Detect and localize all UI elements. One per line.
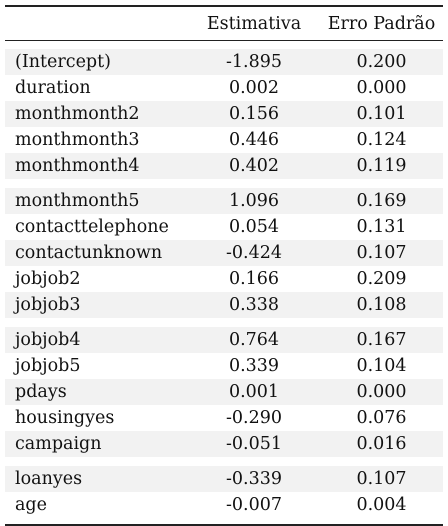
table-row: jobjob5 0.339 0.104	[5, 353, 443, 379]
std-error-cell: 0.167	[320, 330, 443, 350]
estimate-cell: 0.402	[188, 156, 320, 176]
term-cell: age	[5, 495, 188, 515]
header-std-error: Erro Padrão	[320, 14, 443, 34]
term-cell: (Intercept)	[5, 52, 188, 72]
std-error-cell: 0.169	[320, 191, 443, 211]
std-error-cell: 0.104	[320, 356, 443, 376]
estimate-cell: 0.002	[188, 78, 320, 98]
estimate-cell: -0.051	[188, 434, 320, 454]
std-error-cell: 0.119	[320, 156, 443, 176]
table-row: jobjob3 0.338 0.108	[5, 292, 443, 318]
std-error-cell: 0.131	[320, 217, 443, 237]
table-body: (Intercept) -1.895 0.200 duration 0.002 0.000…	[5, 49, 443, 518]
term-cell: housingyes	[5, 408, 188, 428]
std-error-cell: 0.000	[320, 382, 443, 402]
term-cell: monthmonth5	[5, 191, 188, 211]
std-error-cell: 0.016	[320, 434, 443, 454]
table-row: jobjob2 0.166 0.209	[5, 266, 443, 292]
group-gap	[5, 318, 443, 327]
term-cell: jobjob2	[5, 269, 188, 289]
std-error-cell: 0.108	[320, 295, 443, 315]
estimate-cell: -0.007	[188, 495, 320, 515]
term-cell: jobjob4	[5, 330, 188, 350]
estimate-cell: 0.339	[188, 356, 320, 376]
table-row: monthmonth2 0.156 0.101	[5, 101, 443, 127]
estimate-cell: 0.001	[188, 382, 320, 402]
term-cell: loanyes	[5, 469, 188, 489]
table-row: pdays 0.001 0.000	[5, 379, 443, 405]
estimate-cell: 0.764	[188, 330, 320, 350]
regression-table: Estimativa Erro Padrão (Intercept) -1.895…	[5, 5, 443, 526]
table-row: monthmonth5 1.096 0.169	[5, 188, 443, 214]
std-error-cell: 0.076	[320, 408, 443, 428]
std-error-cell: 0.101	[320, 104, 443, 124]
estimate-cell: 0.166	[188, 269, 320, 289]
table-row: contactunknown -0.424 0.107	[5, 240, 443, 266]
std-error-cell: 0.124	[320, 130, 443, 150]
estimate-cell: 0.156	[188, 104, 320, 124]
term-cell: contactunknown	[5, 243, 188, 263]
table-row: contacttelephone 0.054 0.131	[5, 214, 443, 240]
table-row: (Intercept) -1.895 0.200	[5, 49, 443, 75]
table-row: monthmonth4 0.402 0.119	[5, 153, 443, 179]
estimate-cell: 0.446	[188, 130, 320, 150]
term-cell: jobjob3	[5, 295, 188, 315]
estimate-cell: 1.096	[188, 191, 320, 211]
term-cell: jobjob5	[5, 356, 188, 376]
term-cell: monthmonth3	[5, 130, 188, 150]
std-error-cell: 0.200	[320, 52, 443, 72]
std-error-cell: 0.000	[320, 78, 443, 98]
estimate-cell: -1.895	[188, 52, 320, 72]
term-cell: campaign	[5, 434, 188, 454]
estimate-cell: -0.424	[188, 243, 320, 263]
term-cell: duration	[5, 78, 188, 98]
group-gap	[5, 457, 443, 466]
table-row: campaign -0.051 0.016	[5, 431, 443, 457]
table-row: monthmonth3 0.446 0.124	[5, 127, 443, 153]
estimate-cell: 0.338	[188, 295, 320, 315]
std-error-cell: 0.004	[320, 495, 443, 515]
term-cell: monthmonth2	[5, 104, 188, 124]
table-row: duration 0.002 0.000	[5, 75, 443, 101]
group-gap	[5, 179, 443, 188]
estimate-cell: -0.290	[188, 408, 320, 428]
term-cell: pdays	[5, 382, 188, 402]
estimate-cell: 0.054	[188, 217, 320, 237]
table-row: age -0.007 0.004	[5, 492, 443, 518]
term-cell: contacttelephone	[5, 217, 188, 237]
table-row: housingyes -0.290 0.076	[5, 405, 443, 431]
std-error-cell: 0.107	[320, 243, 443, 263]
table-row: loanyes -0.339 0.107	[5, 466, 443, 492]
term-cell: monthmonth4	[5, 156, 188, 176]
header-estimate: Estimativa	[188, 14, 320, 34]
estimate-cell: -0.339	[188, 469, 320, 489]
table-row: jobjob4 0.764 0.167	[5, 327, 443, 353]
std-error-cell: 0.107	[320, 469, 443, 489]
header-row: Estimativa Erro Padrão	[5, 7, 443, 40]
std-error-cell: 0.209	[320, 269, 443, 289]
